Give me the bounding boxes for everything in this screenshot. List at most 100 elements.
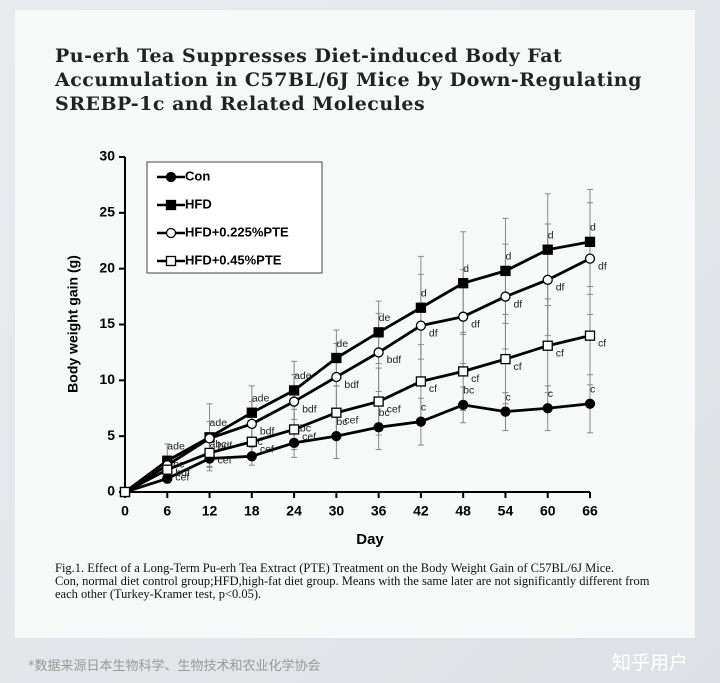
- data-point: [458, 366, 469, 377]
- significance-letter: de: [336, 338, 348, 350]
- data-point: [288, 396, 300, 407]
- data-point: [415, 376, 427, 387]
- significance-letter: cf: [429, 383, 437, 395]
- significance-letter: df: [598, 260, 607, 272]
- significance-letter: d: [548, 229, 554, 241]
- data-point: [584, 236, 596, 248]
- y-tick-label: 15: [99, 315, 115, 331]
- caption: Fig.1. Effect of a Long-Term Pu-erh Tea …: [55, 562, 675, 601]
- legend-label: Con: [185, 168, 210, 183]
- series-line: [124, 334, 591, 494]
- caption-line: Con, normal diet control group;HFD,high-…: [55, 574, 650, 601]
- data-point: [542, 403, 553, 414]
- series-line: [124, 257, 591, 494]
- x-tick-label: 18: [244, 503, 260, 519]
- significance-letter: cf: [471, 373, 479, 385]
- data-point: [542, 274, 553, 285]
- legend-label: HFD: [185, 196, 212, 211]
- significance-letter: d: [505, 251, 511, 263]
- significance-letter: ade: [252, 392, 270, 404]
- series-line: [124, 240, 591, 494]
- data-point: [458, 311, 469, 322]
- significance-letter: bdf: [302, 403, 317, 415]
- x-tick-label: 48: [455, 503, 471, 519]
- data-point: [500, 291, 511, 302]
- series-line: [124, 402, 591, 494]
- y-tick-label: 0: [107, 483, 115, 499]
- significance-letter: cef: [218, 455, 232, 467]
- legend-marker: [165, 255, 177, 267]
- data-point: [204, 433, 215, 444]
- y-tick-label: 25: [99, 204, 115, 220]
- significance-letter: bdf: [175, 467, 190, 479]
- significance-letter: bc: [379, 407, 390, 419]
- significance-letter: cef: [302, 431, 316, 443]
- data-point: [584, 253, 596, 264]
- significance-letter: cef: [387, 403, 401, 415]
- data-point: [542, 244, 553, 255]
- x-tick-label: 42: [413, 503, 429, 519]
- significance-letter: bc: [252, 436, 263, 448]
- data-point: [373, 396, 384, 407]
- significance-letter: df: [556, 282, 565, 294]
- significance-letter: c: [505, 391, 510, 403]
- x-tick-label: 36: [371, 503, 387, 519]
- data-point: [288, 385, 300, 396]
- significance-letter: d: [463, 263, 469, 275]
- data-point: [458, 399, 469, 411]
- data-point: [331, 407, 342, 418]
- significance-letter: de: [379, 312, 391, 324]
- significance-letter: bdf: [344, 379, 359, 391]
- x-tick-label: 54: [498, 503, 514, 519]
- data-point: [162, 473, 173, 484]
- legend-marker: [165, 199, 177, 211]
- significance-letter: df: [513, 298, 522, 310]
- data-point: [373, 422, 384, 433]
- significance-letter: bc: [463, 385, 474, 397]
- data-point: [288, 424, 300, 435]
- data-point: [288, 437, 300, 449]
- data-point: [331, 431, 342, 442]
- legend-label: HFD+0.225%PTE: [185, 224, 289, 239]
- data-point: [373, 347, 384, 358]
- y-tick-label: 5: [107, 427, 115, 443]
- data-point: [500, 353, 511, 365]
- y-axis-label: Body weight gain (g): [65, 255, 81, 393]
- caption-line: Fig.1. Effect of a Long-Term Pu-erh Tea …: [55, 561, 614, 575]
- data-point: [246, 407, 257, 418]
- data-point: [500, 265, 511, 277]
- significance-letter: ade: [210, 417, 228, 429]
- data-point: [500, 406, 511, 417]
- significance-letter: d: [590, 222, 596, 234]
- legend-marker: [165, 227, 177, 239]
- x-tick-label: 0: [121, 503, 129, 519]
- x-tick-label: 6: [163, 503, 171, 519]
- significance-letter: bdf: [387, 354, 402, 366]
- x-tick-label: 66: [582, 503, 598, 519]
- data-point: [415, 320, 427, 331]
- data-point: [331, 371, 342, 383]
- data-point: [415, 302, 427, 313]
- data-point: [373, 327, 384, 338]
- significance-letter: ade: [167, 441, 185, 453]
- title: Pu-erh Tea Suppresses Diet-induced Body …: [55, 45, 642, 115]
- significance-letter: df: [429, 327, 438, 339]
- data-point: [458, 278, 469, 289]
- card: [15, 10, 695, 638]
- legend-label: HFD+0.45%PTE: [185, 252, 282, 267]
- x-tick-label: 12: [202, 503, 218, 519]
- data-point: [584, 330, 596, 341]
- significance-letter: c: [548, 388, 553, 400]
- data-point: [415, 416, 427, 427]
- significance-letter: bc: [336, 416, 347, 428]
- significance-letter: cef: [260, 444, 274, 456]
- data-point: [162, 464, 173, 475]
- x-tick-label: 30: [329, 503, 345, 519]
- significance-letter: cf: [598, 337, 606, 349]
- legend-marker: [165, 171, 177, 183]
- y-tick-label: 20: [99, 259, 115, 275]
- significance-letter: cef: [344, 414, 358, 426]
- significance-letter: c: [590, 384, 595, 396]
